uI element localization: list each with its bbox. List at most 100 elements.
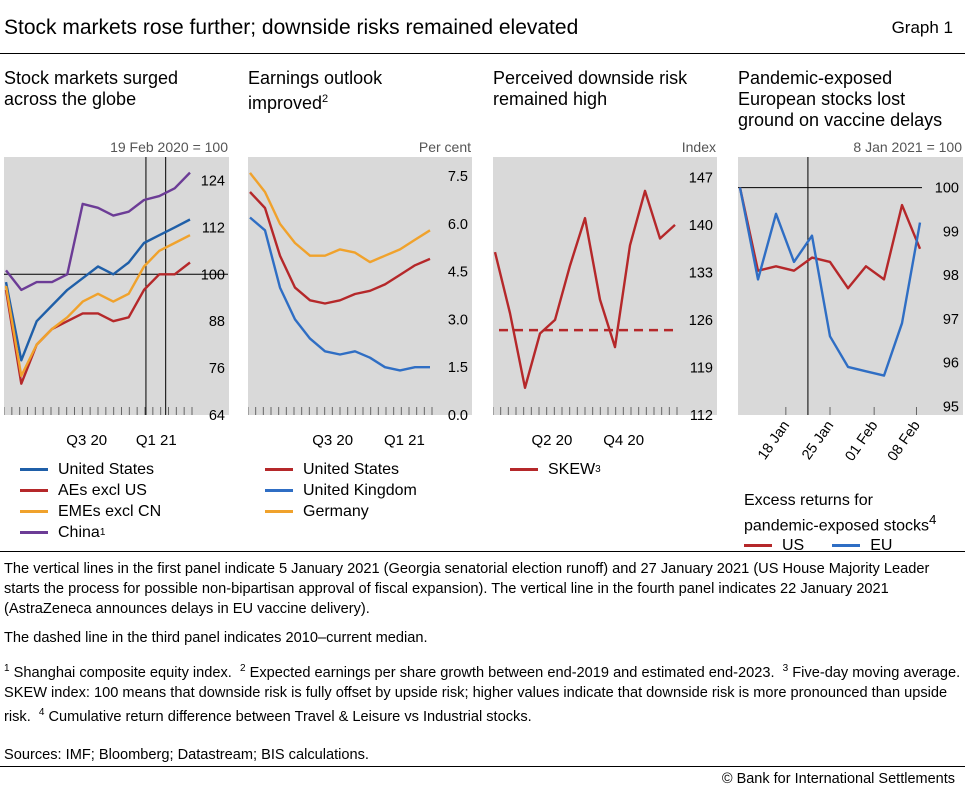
legend-label: United States (303, 460, 400, 478)
note-dashed-line: The dashed line in the third panel indic… (4, 630, 428, 646)
legend-swatch (265, 489, 293, 492)
panel2-title-footnote: 2 (322, 93, 329, 105)
legend-swatch (20, 489, 48, 492)
panel1-unit: 19 Feb 2020 = 100 (110, 139, 228, 155)
y-tick-label: 100 (935, 181, 959, 197)
legend-item: United States (20, 459, 161, 480)
y-tick-label: 76 (209, 361, 225, 377)
legend-swatch (265, 510, 293, 513)
series-line-us (738, 187, 922, 290)
y-tick-label: 99 (943, 224, 959, 240)
legend-label: AEs excl US (58, 481, 147, 499)
y-tick-label: 7.5 (448, 169, 468, 185)
footer-rule (0, 766, 965, 767)
footnote-4: Cumulative return difference between Tra… (48, 708, 532, 725)
legend-label: United Kingdom (303, 481, 417, 499)
legend-title-line2: pandemic-exposed stocks4 (744, 510, 936, 535)
legend-swatch (744, 544, 772, 548)
note-vertical-lines: The vertical lines in the first panel in… (4, 561, 930, 617)
legend-title-line1: Excess returns for (744, 492, 873, 509)
y-tick-label: 96 (943, 356, 959, 372)
legend-label: Germany (303, 502, 369, 520)
y-tick-label: 88 (209, 314, 225, 330)
graph-title: Stock markets rose further; downside ris… (4, 16, 579, 39)
y-tick-label: 97 (943, 312, 959, 328)
legend-label: US (782, 537, 805, 555)
series-line-united-states (4, 218, 191, 362)
legend-label: EMEs excl CN (58, 502, 162, 520)
legend-swatch (265, 468, 293, 471)
y-tick-label: 95 (943, 399, 959, 415)
legend-item: United States (265, 459, 417, 480)
top-rule (0, 53, 965, 54)
legend-item: EMEs excl CN (20, 501, 161, 522)
legend-item: Germany (265, 501, 417, 522)
graph-number: Graph 1 (891, 18, 953, 37)
y-tick-label: 124 (201, 173, 225, 189)
legend-footnote: 1 (99, 527, 106, 538)
panel4-chart: 95 96 97 98 99 100 18 Jan 25 Jan 01 Feb 08 Feb (738, 157, 963, 464)
x-tick-label: Q4 20 (603, 432, 644, 449)
legend-title-text: pandemic-exposed stocks (744, 517, 929, 535)
panel3-chart: 112 119 126 133 140 147 Q2 20 Q4 20 (493, 157, 717, 449)
y-tick-label: 147 (689, 170, 713, 186)
y-tick-label: 133 (689, 265, 713, 281)
sources: Sources: IMF; Bloomberg; Datastream; BIS… (4, 747, 369, 763)
footnote-marker: 3 (782, 663, 789, 674)
legend-swatch (832, 544, 861, 548)
legend-item: AEs excl US (20, 480, 161, 501)
plot-background (493, 157, 717, 415)
x-tick-label: Q1 21 (384, 432, 425, 449)
y-tick-label: 112 (202, 220, 225, 236)
y-tick-label: 140 (689, 218, 713, 234)
x-tick-label: Q2 20 (531, 432, 572, 449)
series-line-eu (738, 187, 922, 377)
legend-item: China 1 (20, 522, 161, 543)
legend-footnote: 3 (595, 464, 601, 475)
panel3-legend: SKEW 3 (510, 459, 601, 480)
footnote-3: Five-day moving average. SKEW index: 100… (4, 664, 961, 725)
legend-items-row: US EU (744, 535, 936, 556)
copyright: © Bank for International Settlements (721, 771, 955, 787)
y-tick-label: 112 (690, 408, 713, 424)
panel1-legend: United States AEs excl US EMEs excl CN C… (20, 459, 161, 543)
legend-swatch (20, 510, 48, 513)
series-line-china (5, 171, 191, 292)
notes-rule (0, 551, 965, 552)
legend-label: SKEW (548, 460, 596, 478)
y-tick-label: 0.0 (448, 408, 468, 424)
footnote-marker: 1 (4, 663, 10, 674)
y-tick-label: 64 (209, 408, 225, 424)
panel4-legend: Excess returns for pandemic-exposed stoc… (744, 491, 936, 556)
panel2-chart: 0.0 1.5 3.0 4.5 6.0 7.5 Q3 20 Q1 21 (248, 157, 472, 449)
series-line-emes-excl-cn (4, 234, 191, 378)
series-line-germany (249, 172, 431, 264)
x-tick-label: Q1 21 (136, 432, 177, 449)
x-tick-label: 25 Jan (799, 418, 837, 463)
x-tick-label: 01 Feb (842, 418, 881, 464)
panel4-unit: 8 Jan 2021 = 100 (853, 139, 962, 155)
panel2-title-text: Earnings outlook improved (248, 68, 383, 113)
y-tick-label: 6.0 (448, 217, 468, 233)
footnote-1: Shanghai composite equity index. (13, 664, 232, 681)
legend-footnote: 4 (928, 512, 937, 527)
plot-background (248, 157, 472, 415)
y-tick-label: 1.5 (448, 360, 468, 376)
panel4-title: Pandemic-exposed European stocks lost gr… (738, 68, 943, 130)
y-tick-label: 98 (943, 268, 959, 284)
x-tick-label: Q3 20 (312, 432, 353, 449)
y-tick-label: 126 (689, 313, 713, 329)
legend-label: United States (58, 460, 155, 478)
panel3-unit: Index (681, 139, 716, 155)
legend-swatch (20, 468, 48, 471)
x-tick-label: 18 Jan (755, 418, 793, 463)
plot-background (4, 157, 229, 415)
y-tick-label: 3.0 (448, 312, 468, 328)
panel3-title: Perceived downside risk remained high (493, 68, 688, 109)
panel1-chart: 64 76 88 100 112 124 Q3 20 Q1 21 (4, 157, 229, 449)
series-line-united-kingdom (249, 216, 430, 372)
legend-item: United Kingdom (265, 480, 417, 501)
panel2-legend: United States United Kingdom Germany (265, 459, 417, 522)
y-tick-label: 4.5 (448, 265, 468, 281)
panel1-title: Stock markets surged across the globe (4, 68, 179, 109)
